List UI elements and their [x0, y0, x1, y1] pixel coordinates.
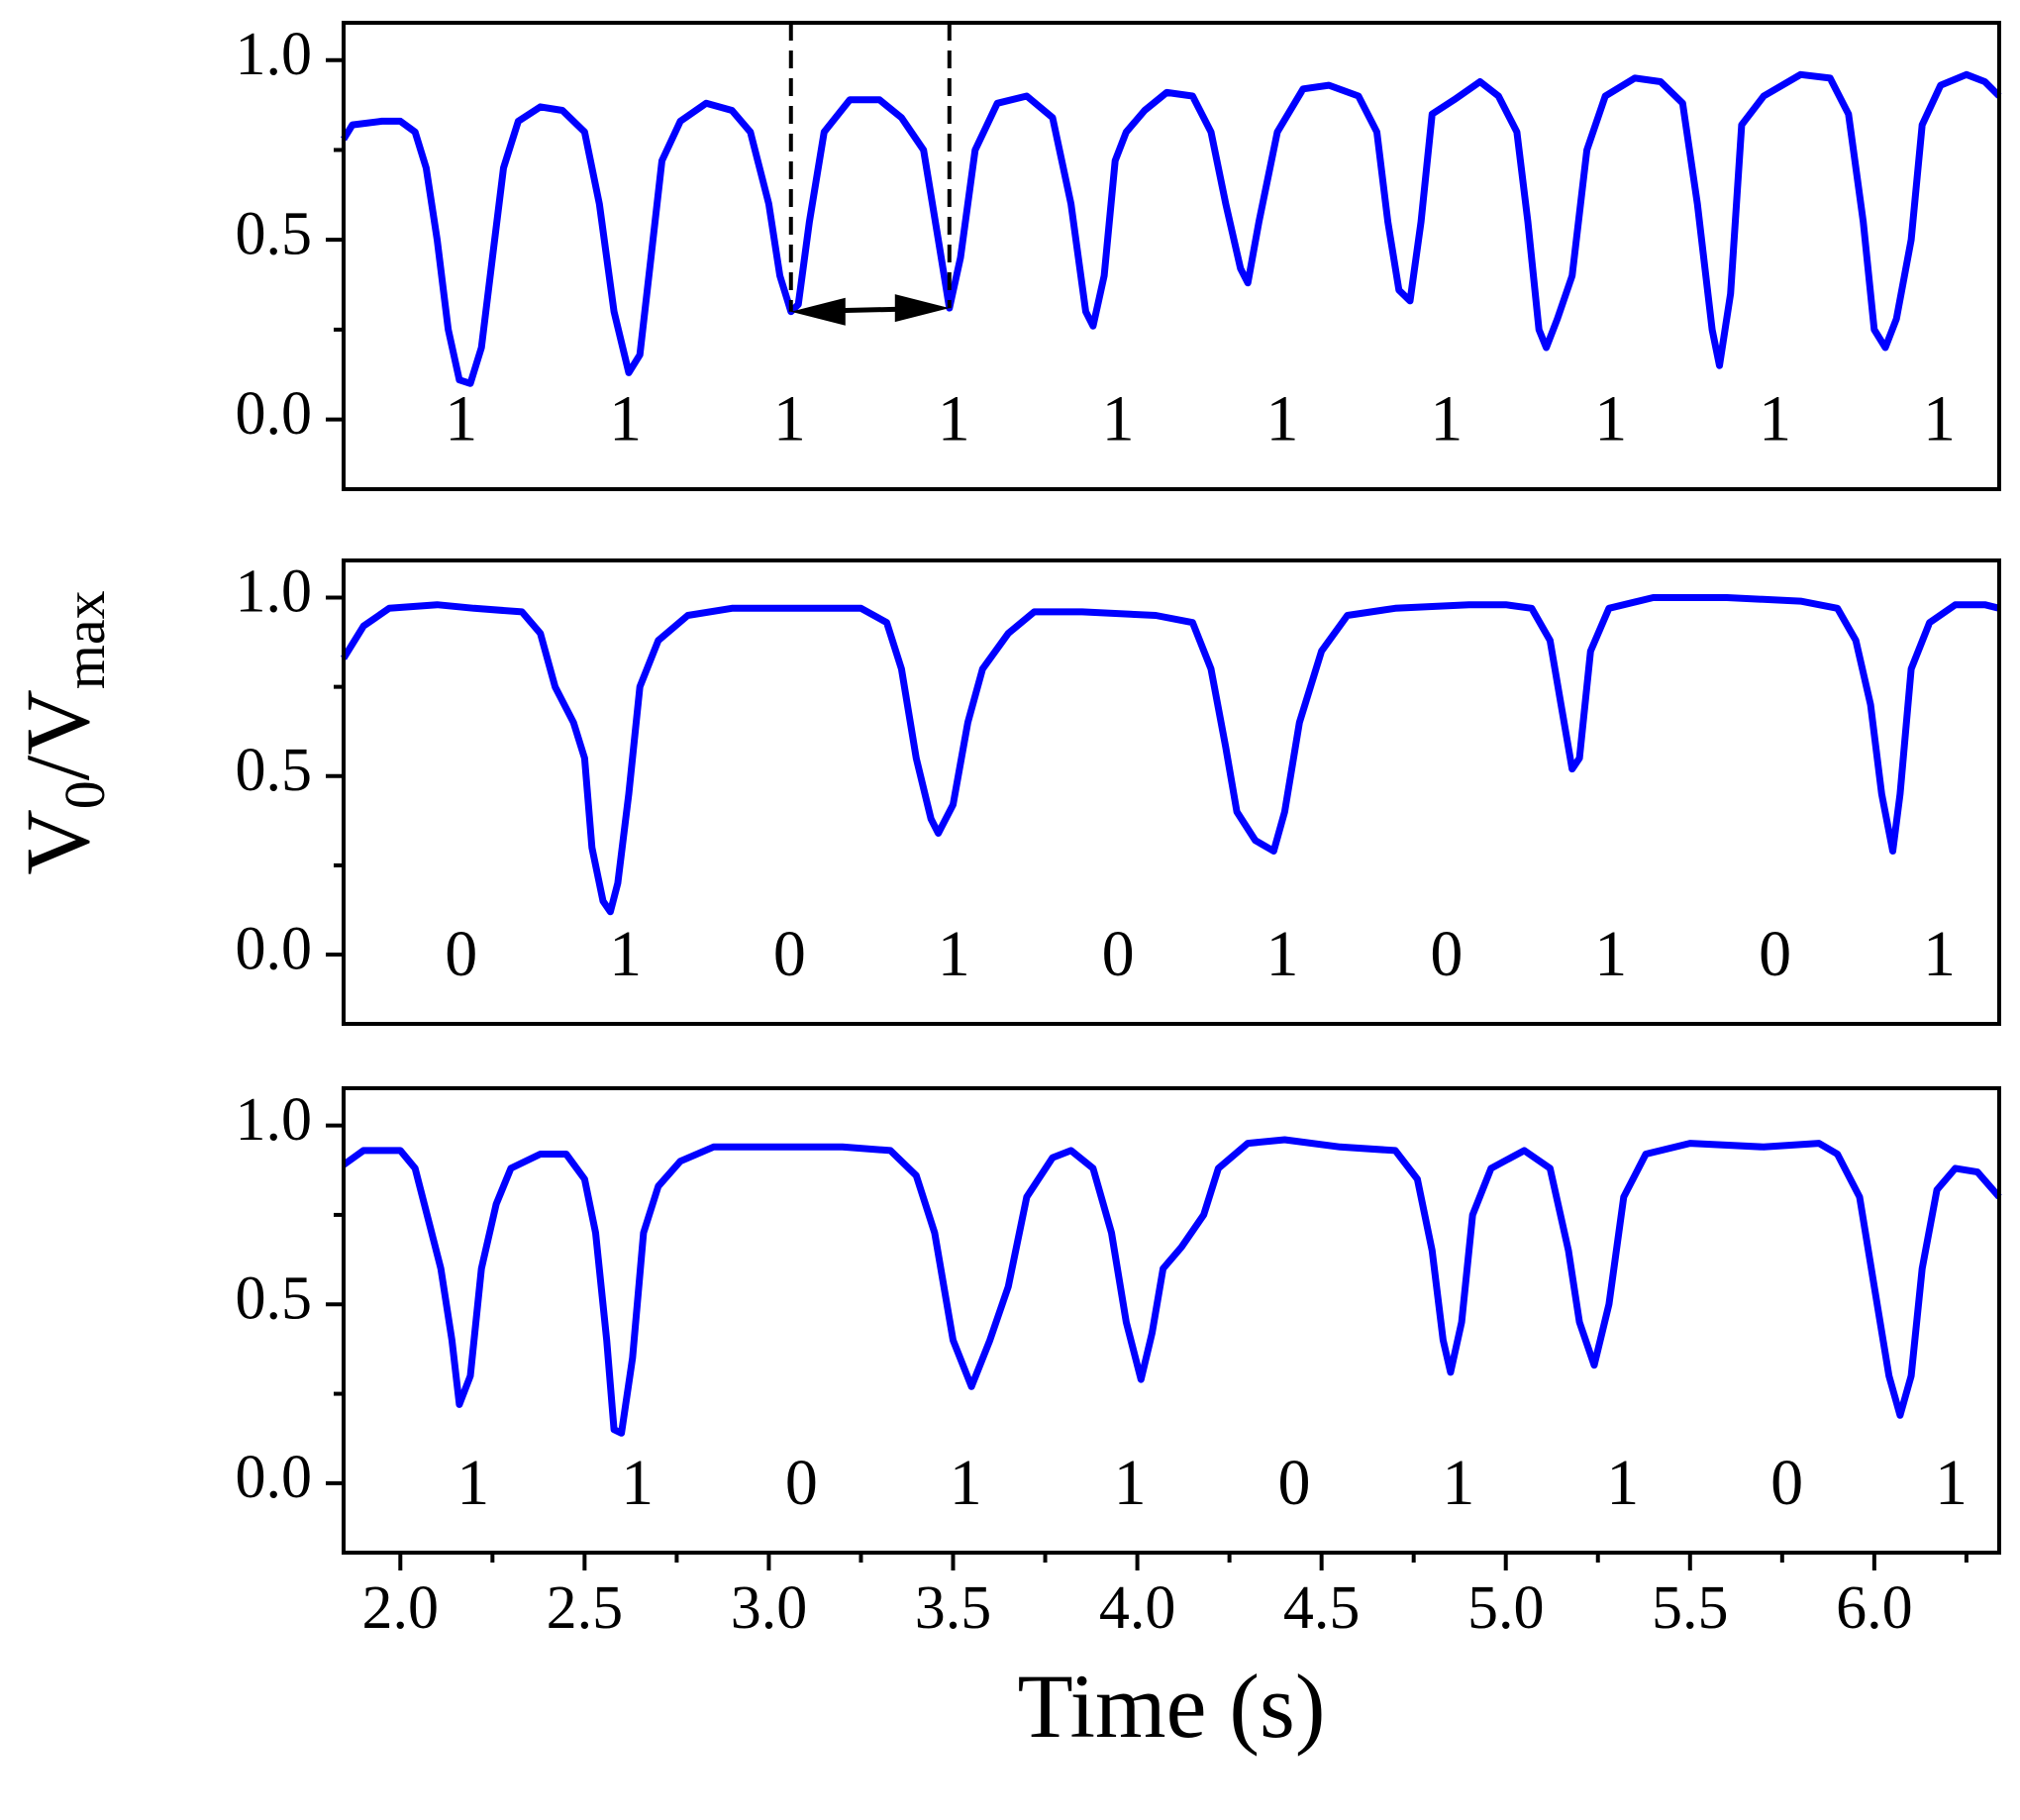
y-axis-label-part: max — [52, 590, 117, 689]
bit-label: 1 — [1923, 918, 1956, 990]
bit-label: 1 — [1606, 1447, 1639, 1519]
y-tick-label: 1.0 — [236, 21, 313, 88]
signal-line — [341, 1136, 2002, 1437]
bit-label: 1 — [773, 383, 806, 455]
bit-label: 0 — [773, 918, 806, 990]
bit-label: 1 — [950, 1447, 982, 1519]
plot-frame — [342, 1086, 2001, 1555]
bit-label: 0 — [1770, 1447, 1803, 1519]
y-axis-label: V0/Vmax — [7, 590, 117, 874]
bit-label: 0 — [785, 1447, 818, 1519]
y-tick-label: 0.0 — [236, 380, 313, 448]
bit-label: 0 — [1102, 918, 1135, 990]
bit-label: 1 — [938, 918, 970, 990]
x-tick-label: 3.0 — [731, 1574, 808, 1642]
bit-label: 1 — [456, 1447, 489, 1519]
bit-label: 1 — [1594, 383, 1627, 455]
x-tick-label: 2.0 — [362, 1574, 440, 1642]
plot-frame — [342, 21, 2001, 491]
y-tick-label: 0.0 — [236, 1444, 313, 1511]
y-tick-label: 0.5 — [236, 737, 313, 804]
bit-label: 1 — [1442, 1447, 1474, 1519]
bit-label: 1 — [609, 918, 642, 990]
y-axis-label-part: /V — [7, 689, 108, 780]
x-tick-label: 5.0 — [1467, 1574, 1545, 1642]
y-tick-label: 0.0 — [236, 915, 313, 982]
x-tick-label: 4.0 — [1099, 1574, 1176, 1642]
bit-label: 1 — [1430, 383, 1463, 455]
x-tick-label: 5.5 — [1652, 1574, 1729, 1642]
period-arrow — [840, 306, 900, 314]
arrow-head — [894, 294, 950, 323]
bit-label: 1 — [1759, 383, 1791, 455]
bit-label: 1 — [621, 1447, 654, 1519]
bit-label: 1 — [1266, 918, 1299, 990]
x-tick-label: 4.5 — [1283, 1574, 1361, 1642]
bit-label: 0 — [1278, 1447, 1311, 1519]
x-tick-label: 3.5 — [915, 1574, 992, 1642]
y-tick-label: 0.5 — [236, 1264, 313, 1332]
y-axis-label-part: V — [7, 809, 108, 874]
bit-label: 1 — [445, 383, 477, 455]
y-tick-label: 1.0 — [236, 558, 313, 626]
arrow-head — [790, 297, 846, 326]
signal-line — [341, 594, 2000, 916]
bit-label: 1 — [1266, 383, 1299, 455]
bit-label: 1 — [1935, 1447, 1968, 1519]
bit-label: 0 — [1430, 918, 1463, 990]
plot-frame — [342, 558, 2001, 1026]
bit-label: 1 — [1114, 1447, 1147, 1519]
bit-label: 1 — [938, 383, 970, 455]
y-axis-label-part: 0 — [52, 780, 117, 809]
y-tick-label: 1.0 — [236, 1086, 313, 1154]
bit-label: 1 — [1102, 383, 1135, 455]
y-tick-label: 0.5 — [236, 200, 313, 267]
bit-label: 0 — [445, 918, 477, 990]
x-tick-label: 6.0 — [1836, 1574, 1913, 1642]
signal-line — [341, 70, 2002, 387]
bit-label: 1 — [1923, 383, 1956, 455]
x-tick-label: 2.5 — [547, 1574, 624, 1642]
x-axis-label: Time (s) — [1018, 1656, 1326, 1757]
bit-label: 1 — [1594, 918, 1627, 990]
bit-label: 0 — [1759, 918, 1791, 990]
bit-label: 1 — [609, 383, 642, 455]
